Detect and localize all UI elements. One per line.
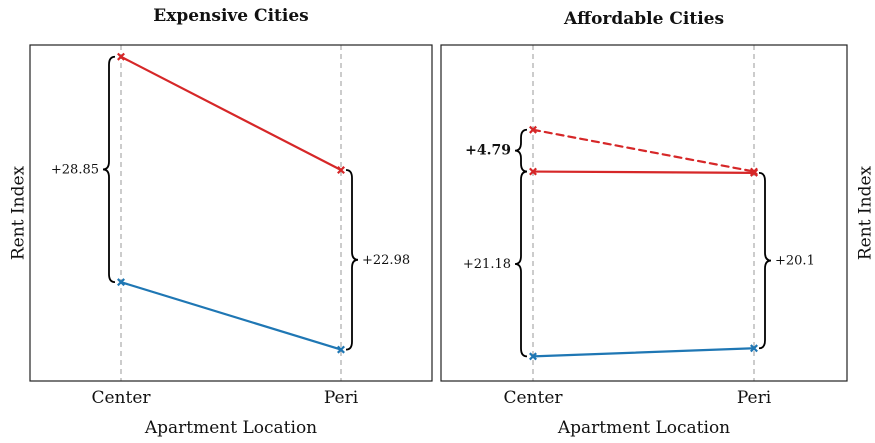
data-point-3-center [529,352,537,361]
data-point-2-center [529,167,537,176]
data-point-2-center [117,278,125,287]
data-point-2-peri [337,345,345,354]
annotation-brace-3 [758,171,772,350]
series-line-3 [531,347,756,358]
y-axis-label: Rent Index [9,165,29,260]
series-line-2 [531,170,756,174]
series-line-1 [119,55,343,172]
annotation-brace-1 [102,55,116,284]
data-point-1-center [117,52,125,61]
chart-title: Expensive Cities [153,6,308,26]
x-axis-label: Apartment Location [144,418,317,438]
annotation-label-3: +20.1 [775,254,815,269]
annotation-brace-1 [514,128,528,173]
plot-frame [29,44,433,382]
annotation-brace-2 [345,169,359,351]
data-point-3-peri [750,344,758,353]
data-point-2-peri [750,168,758,177]
annotation-label-2: +22.98 [362,253,410,268]
plot-frame [440,44,848,382]
series-line-1 [531,128,756,173]
x-axis-label: Apartment Location [557,418,730,438]
x-tick-label-peri: Peri [737,388,772,408]
chart-title: Affordable Cities [563,9,724,29]
x-tick-label-peri: Peri [324,388,359,408]
series-line-2 [119,281,343,351]
annotation-label-2: +21.18 [463,257,511,272]
x-tick-label-center: Center [503,388,563,408]
annotation-label-1: +28.85 [51,162,99,177]
data-point-1-peri [337,166,345,175]
annotation-label-1: +4.79 [465,143,511,159]
data-point-1-center [529,125,537,134]
annotation-brace-2 [514,170,528,358]
x-tick-label-center: Center [91,388,151,408]
y-axis-label: Rent Index [856,165,875,260]
